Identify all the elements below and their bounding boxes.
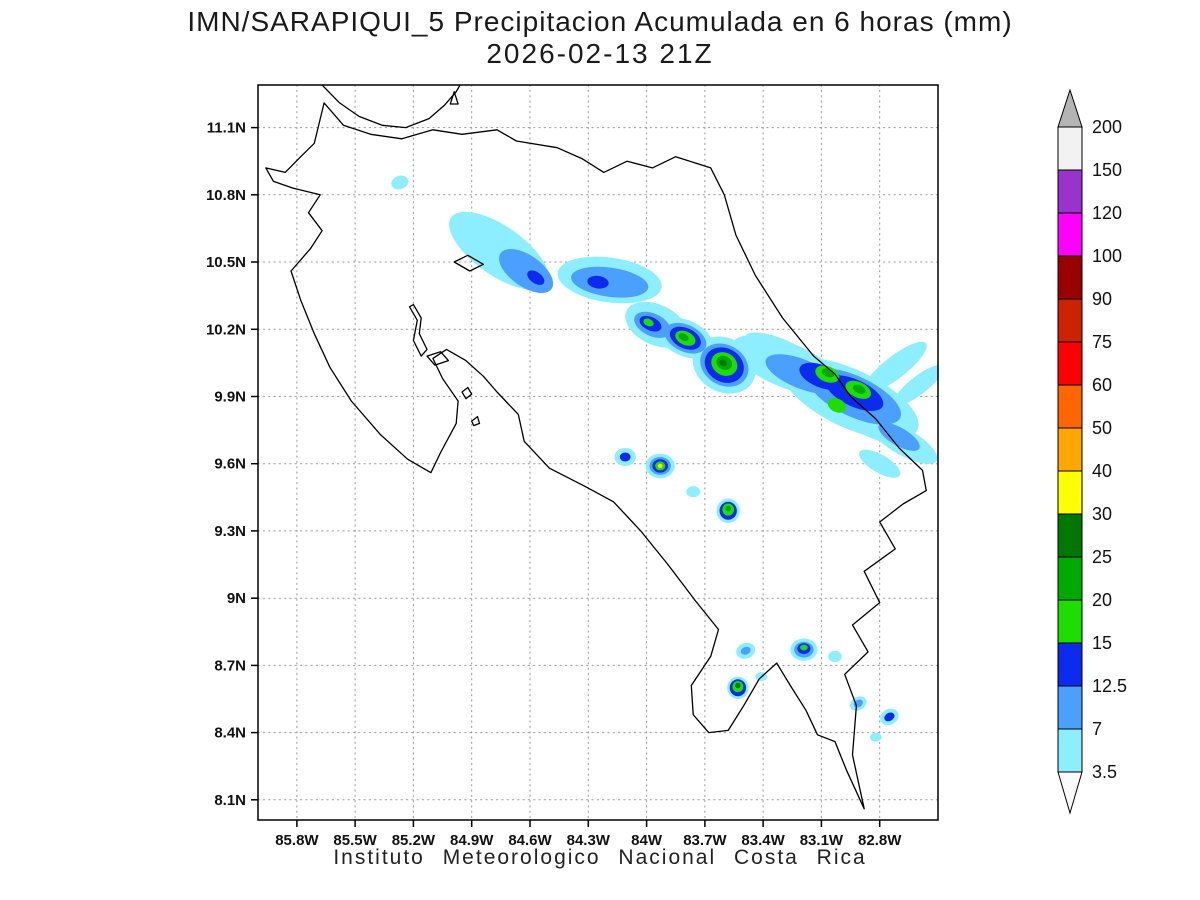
coastlines <box>265 85 927 810</box>
colorbar-label: 12.5 <box>1092 676 1127 696</box>
island-outline <box>471 415 481 427</box>
precip-cell <box>745 332 808 362</box>
colorbar-label: 60 <box>1092 375 1112 395</box>
precip-cell <box>800 644 808 651</box>
colorbar-label: 50 <box>1092 418 1112 438</box>
lake-outline <box>408 303 428 357</box>
x-tick-label: 83.4W <box>741 832 785 849</box>
precip-cell <box>391 175 409 190</box>
grid-lines <box>257 84 939 821</box>
colorbar-label: 15 <box>1092 633 1112 653</box>
precipitation-cells <box>391 175 938 742</box>
x-tick-label: 84W <box>631 832 663 849</box>
precip-cell <box>827 398 847 413</box>
colorbar-segment <box>1057 556 1083 601</box>
x-tick-label: 85.5W <box>333 832 377 849</box>
x-tick-label: 85.8W <box>275 832 319 849</box>
x-tick-label: 85.2W <box>392 832 436 849</box>
y-tick-label: 10.2N <box>206 321 246 338</box>
y-tick-label: 9.6N <box>214 456 246 473</box>
map-subtitle: 2026-02-13 21Z <box>486 38 714 69</box>
precip-cell <box>740 646 751 655</box>
y-tick-label: 8.4N <box>214 725 246 742</box>
precip-cell <box>870 732 882 742</box>
colorbar-segment <box>1057 685 1083 730</box>
colorbar-segment <box>1057 642 1083 687</box>
lake-outline <box>453 254 485 272</box>
colorbar-label: 120 <box>1092 203 1122 223</box>
map-footer: Instituto Meteorologico Nacional Costa R… <box>333 846 867 869</box>
y-tick-label: 10.5N <box>206 254 246 271</box>
colorbar-segment <box>1057 427 1083 472</box>
x-tick-label: 82.8W <box>858 832 902 849</box>
precip-cell <box>884 712 895 722</box>
precip-cell <box>893 364 938 406</box>
precip-cell <box>657 463 663 469</box>
x-tick-label: 83.1W <box>800 832 844 849</box>
colorbar-segment <box>1057 728 1083 773</box>
precip-cell <box>527 270 545 285</box>
y-tick-label: 9.3N <box>214 523 246 540</box>
colorbar-label: 7 <box>1092 719 1102 739</box>
precip-cell <box>828 650 842 663</box>
island-outline <box>449 91 459 105</box>
y-tick-label: 8.1N <box>214 792 246 809</box>
colorbar-segment <box>1057 255 1083 300</box>
lake-nicaragua-shore <box>321 85 461 129</box>
x-tick-label: 84.3W <box>567 832 611 849</box>
colorbar-label: 200 <box>1092 117 1122 137</box>
colorbar-segment <box>1057 470 1083 515</box>
precip-cell <box>719 359 728 367</box>
precip-cell <box>852 384 866 394</box>
precip-cell <box>619 452 631 462</box>
costa-rica-outline <box>265 102 927 810</box>
x-tick-label: 84.6W <box>508 832 552 849</box>
precip-cell <box>643 318 654 327</box>
colorbar-segment <box>1057 212 1083 257</box>
colorbar-arrow-top <box>1057 88 1083 128</box>
precip-cell <box>571 266 649 298</box>
x-tick-label: 83.7W <box>683 832 727 849</box>
precip-cell <box>735 682 741 689</box>
colorbar-segment <box>1057 599 1083 644</box>
colorbar-label: 20 <box>1092 590 1112 610</box>
y-tick-label: 9.9N <box>214 389 246 406</box>
colorbar-label: 30 <box>1092 504 1112 524</box>
colorbar-segment <box>1057 384 1083 429</box>
precip-cell <box>725 505 732 512</box>
precip-cell <box>859 449 901 478</box>
precip-cell <box>686 486 700 498</box>
map-title: IMN/SARAPIQUI_5 Precipitacion Acumulada … <box>187 6 1013 37</box>
y-tick-label: 11.1N <box>207 120 246 137</box>
precip-cell <box>678 333 689 341</box>
colorbar: 200 150 120 100 90 75 60 50 40 30 25 20 15 12.5 7 3.5 <box>1057 88 1127 815</box>
colorbar-label: 3.5 <box>1092 762 1117 782</box>
y-tick-label: 9N <box>227 590 246 607</box>
colorbar-segment <box>1057 513 1083 558</box>
island-outline <box>461 386 473 400</box>
precip-cell <box>587 275 609 289</box>
x-tick-label: 84.9W <box>450 832 494 849</box>
colorbar-segment <box>1057 169 1083 214</box>
colorbar-label: 40 <box>1092 461 1112 481</box>
colorbar-segment <box>1057 341 1083 386</box>
colorbar-label: 150 <box>1092 160 1122 180</box>
axis-labels: 85.8W 85.5W 85.2W 84.9W 84.6W 84.3W 84W 83.7W 83… <box>206 120 902 849</box>
colorbar-label: 100 <box>1092 246 1122 266</box>
precip-cell <box>863 341 927 393</box>
colorbar-arrow-bottom <box>1057 771 1083 815</box>
colorbar-label: 90 <box>1092 289 1112 309</box>
colorbar-segment <box>1057 126 1083 171</box>
colorbar-segment <box>1057 298 1083 343</box>
y-tick-label: 8.7N <box>214 657 246 674</box>
island-outline <box>426 351 450 366</box>
colorbar-label: 75 <box>1092 332 1112 352</box>
colorbar-label: 25 <box>1092 547 1112 567</box>
y-tick-label: 10.8N <box>206 187 246 204</box>
plot-frame <box>257 84 939 821</box>
precip-cell <box>878 422 920 451</box>
